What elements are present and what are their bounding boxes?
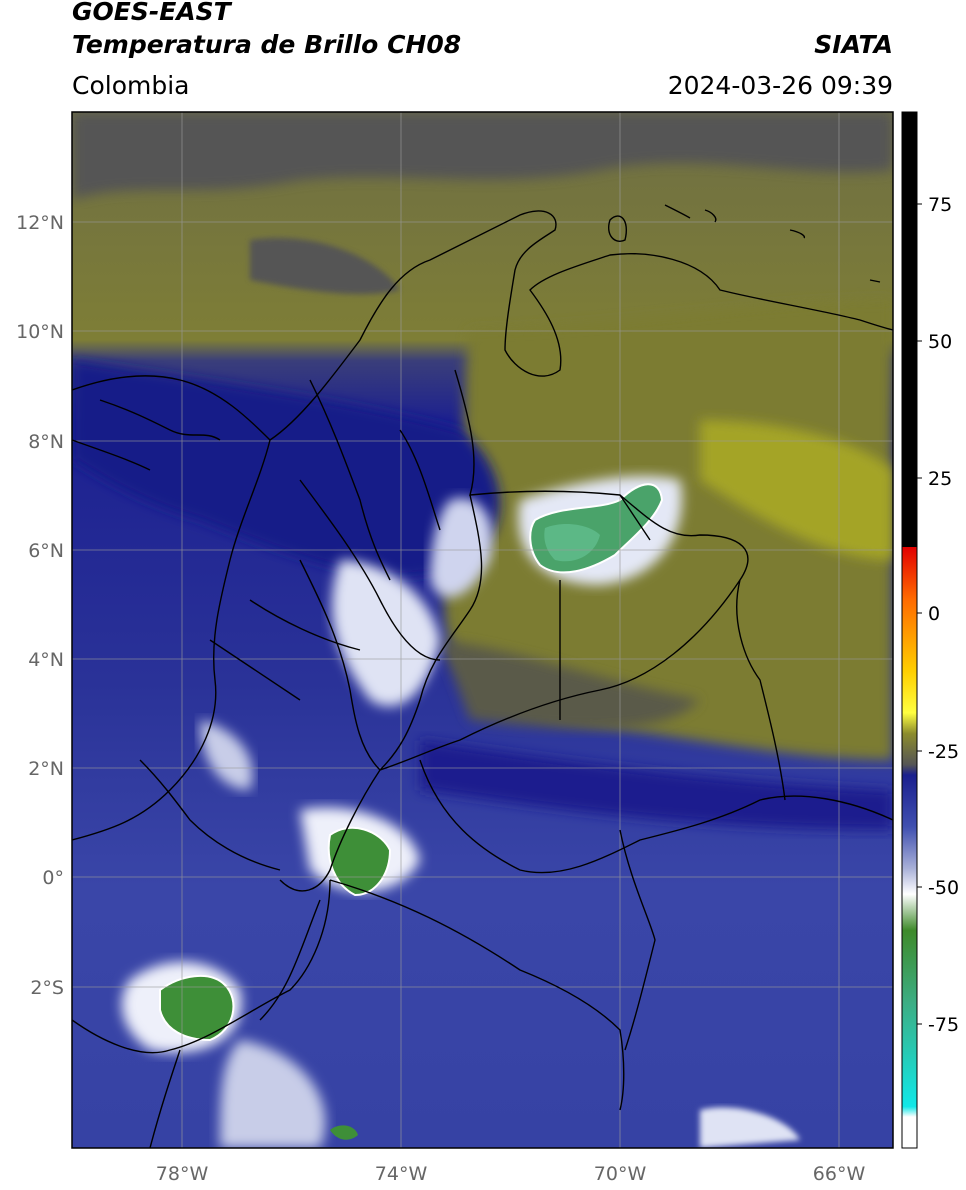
lat-tick-label: 12°N bbox=[16, 212, 64, 234]
colorbar-ramp bbox=[901, 111, 918, 1149]
colorbar-tick-label: -50 bbox=[928, 877, 959, 899]
lon-tick-label: 78°W bbox=[156, 1163, 209, 1185]
lon-tick-label: 70°W bbox=[594, 1163, 647, 1185]
colorbar-tick-label: -25 bbox=[928, 741, 959, 763]
datetime-label: 2024-03-26 09:39 bbox=[667, 71, 893, 100]
lat-tick-label: 10°N bbox=[16, 321, 64, 343]
colorbar-tick-label: 75 bbox=[928, 194, 952, 216]
lon-tick-label: 66°W bbox=[813, 1163, 866, 1185]
colorbar-tick-label: 25 bbox=[928, 468, 952, 490]
colorbar-tick-label: 50 bbox=[928, 331, 952, 353]
lat-tick-label: 4°N bbox=[28, 649, 64, 671]
lat-tick-label: 0° bbox=[42, 867, 64, 889]
lon-tick-label: 74°W bbox=[375, 1163, 428, 1185]
lat-tick-label: 2°S bbox=[30, 977, 64, 999]
lat-tick-label: 8°N bbox=[28, 431, 64, 453]
lat-tick-label: 2°N bbox=[28, 758, 64, 780]
satellite-title: GOES-EAST bbox=[72, 0, 231, 26]
lon-axis: 78°W 74°W 70°W 66°W bbox=[156, 1163, 866, 1185]
product-title: Temperatura de Brillo CH08 bbox=[72, 30, 462, 59]
colorbar-tick-label: -75 bbox=[928, 1014, 959, 1036]
graticule bbox=[72, 112, 893, 1148]
lat-tick-label: 6°N bbox=[28, 540, 64, 562]
borders bbox=[72, 204, 893, 1148]
region-label: Colombia bbox=[72, 71, 190, 100]
satellite-image bbox=[72, 112, 893, 1148]
map-frame bbox=[71, 111, 894, 1149]
colorbar: 75 50 25 0 -25 -50 -75 bbox=[901, 111, 959, 1149]
institution-label: SIATA bbox=[814, 30, 893, 59]
colorbar-tick-label: 0 bbox=[928, 603, 940, 625]
lat-axis: 12°N 10°N 8°N 6°N 4°N 2°N 0° 2°S bbox=[16, 212, 64, 999]
